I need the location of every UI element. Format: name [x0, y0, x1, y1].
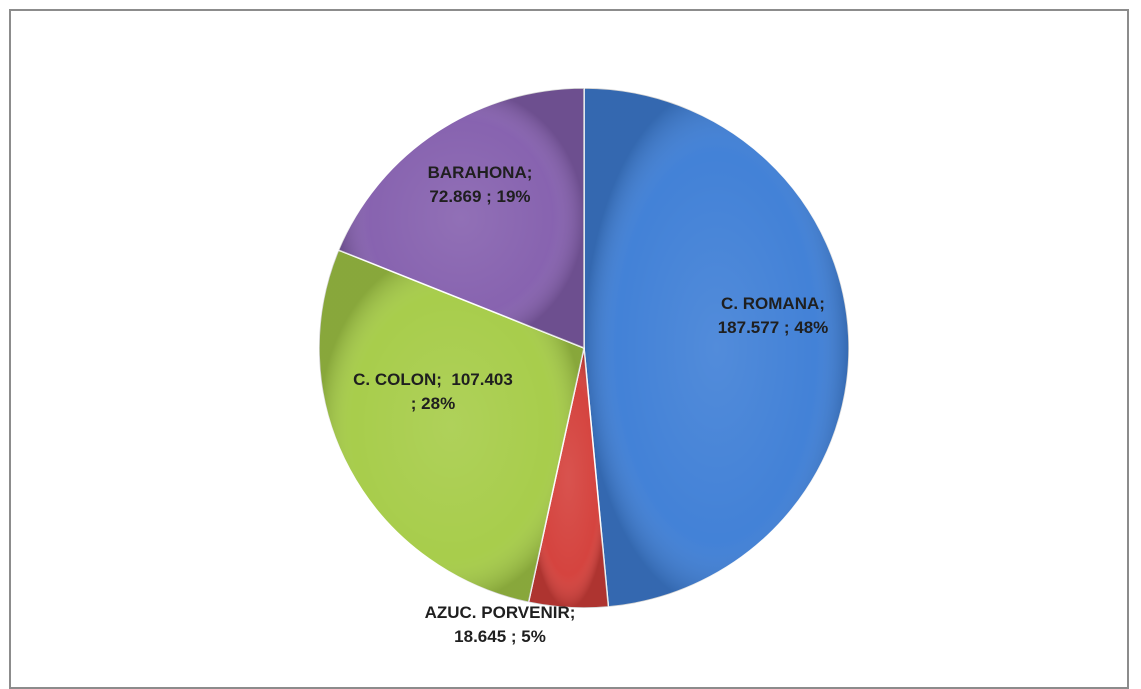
data-label-c-romana: C. ROMANA; 187.577 ; 48%	[718, 294, 829, 337]
data-label-c-colon: C. COLON; 107.403 ; 28%	[353, 370, 513, 413]
data-label-line: 72.869 ; 19%	[429, 187, 530, 206]
data-label-azuc-porvenir: AZUC. PORVENIR; 18.645 ; 5%	[425, 603, 576, 646]
data-label-line: C. COLON; 107.403	[353, 370, 513, 389]
pie-slice-shading-c-colon	[319, 250, 584, 603]
data-label-line: AZUC. PORVENIR;	[425, 603, 576, 622]
data-label-line: BARAHONA;	[428, 163, 533, 182]
data-label-line: 187.577 ; 48%	[718, 318, 829, 337]
data-label-line: 18.645 ; 5%	[454, 627, 546, 646]
pie-slices	[318, 87, 850, 609]
pie-slice-shading-azuc-porvenir	[528, 348, 609, 609]
data-label-line: C. ROMANA;	[721, 294, 825, 313]
data-label-line: ; 28%	[411, 394, 455, 413]
pie-slice-shading-c-romana	[584, 88, 850, 607]
pie-labels: C. ROMANA; 187.577 ; 48% AZUC. PORVENIR; 18…	[353, 163, 828, 646]
data-label-barahona: BARAHONA; 72.869 ; 19%	[428, 163, 533, 206]
pie-slice-shading-barahona	[338, 88, 584, 348]
